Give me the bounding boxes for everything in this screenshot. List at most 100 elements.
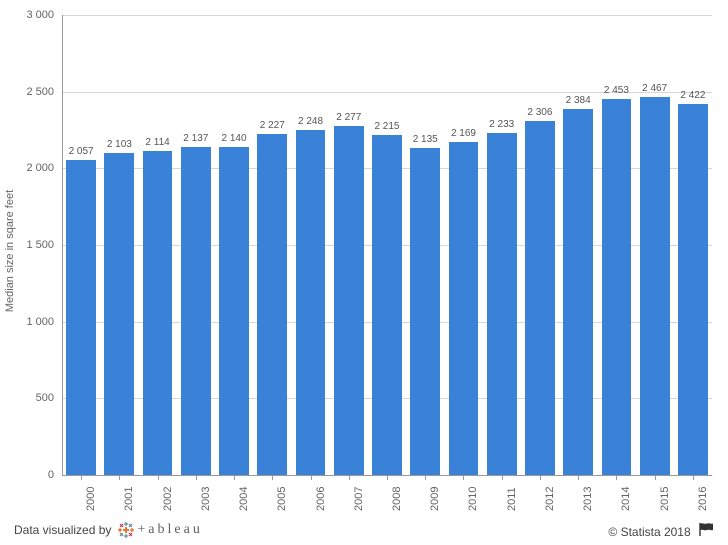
bar-slot: 2 384 [563, 15, 593, 475]
x-tick-mark [387, 475, 388, 480]
plot-area: 2 057 2 103 2 114 2 137 2 140 2 227 2 248 2 277… [62, 15, 712, 475]
y-axis: 05001 0001 5002 0002 5003 000 [0, 15, 62, 475]
x-tick-mark [196, 475, 197, 480]
x-tick-label: 2003 [200, 487, 212, 511]
tableau-wordmark: +ableau [137, 522, 202, 538]
bar-value-label: 2 215 [374, 121, 399, 132]
x-tick-label: 2007 [353, 487, 365, 511]
bar [640, 97, 670, 475]
x-tick-label: 2001 [123, 487, 135, 511]
bar-value-label: 2 103 [107, 139, 132, 150]
bar-value-label: 2 057 [69, 146, 94, 157]
bar [334, 126, 364, 475]
x-tick-mark [234, 475, 235, 480]
bar-slot: 2 137 [181, 15, 211, 475]
bar-slot: 2 233 [487, 15, 517, 475]
bar-value-label: 2 306 [527, 107, 552, 118]
x-tick-mark [272, 475, 273, 480]
bar-value-label: 2 277 [336, 112, 361, 123]
bar [219, 147, 249, 475]
x-tick-mark [425, 475, 426, 480]
visualized-by-text: Data visualized by [14, 523, 111, 537]
footer-left: Data visualized by [14, 521, 203, 539]
x-tick-mark [578, 475, 579, 480]
bar [66, 160, 96, 475]
bar [181, 147, 211, 475]
x-tick-mark [311, 475, 312, 480]
x-tick-mark [119, 475, 120, 480]
bar-value-label: 2 169 [451, 128, 476, 139]
bar [257, 134, 287, 475]
tableau-mark-icon [117, 521, 135, 539]
bar-slot: 2 467 [640, 15, 670, 475]
x-tick-mark [693, 475, 694, 480]
x-tick-mark [616, 475, 617, 480]
x-tick-label: 2013 [582, 487, 594, 511]
bar-slot: 2 277 [334, 15, 364, 475]
bar-value-label: 2 114 [145, 137, 169, 148]
y-tick-label: 1 000 [26, 316, 54, 328]
bar [525, 121, 555, 475]
x-tick-label: 2011 [506, 487, 518, 511]
x-tick-label: 2009 [429, 487, 441, 511]
x-tick-label: 2016 [697, 487, 709, 511]
y-tick-label: 2 000 [26, 162, 54, 174]
chart-footer: Data visualized by [14, 521, 714, 539]
x-tick-label: 2004 [238, 487, 250, 511]
bar [104, 153, 134, 475]
bar-slot: 2 135 [410, 15, 440, 475]
x-tick-label: 2010 [467, 487, 479, 511]
x-tick-label: 2014 [620, 487, 632, 511]
y-tick-label: 1 500 [26, 239, 54, 251]
bar-slot: 2 057 [66, 15, 96, 475]
bar-value-label: 2 140 [222, 133, 247, 144]
footer-right: © Statista 2018 [608, 522, 714, 539]
x-tick-label: 2012 [544, 487, 556, 511]
y-tick-label: 0 [48, 469, 54, 481]
bar-value-label: 2 135 [413, 134, 438, 145]
bar [296, 130, 326, 475]
bar-slot: 2 169 [449, 15, 479, 475]
x-tick-mark [158, 475, 159, 480]
bar-slot: 2 306 [525, 15, 555, 475]
bar [678, 104, 708, 475]
bar-value-label: 2 248 [298, 116, 323, 127]
bar-value-label: 2 137 [183, 133, 208, 144]
y-tick-label: 3 000 [26, 9, 54, 21]
x-tick-mark [502, 475, 503, 480]
bar-value-label: 2 422 [680, 90, 705, 101]
x-tick-label: 2002 [162, 487, 174, 511]
bar-value-label: 2 384 [566, 95, 591, 106]
bar [487, 133, 517, 475]
bar-slot: 2 453 [602, 15, 632, 475]
x-tick-mark [349, 475, 350, 480]
tableau-logo: +ableau [117, 521, 202, 539]
bar [563, 109, 593, 475]
x-tick-label: 2006 [315, 487, 327, 511]
bar-slot: 2 114 [143, 15, 173, 475]
bar-value-label: 2 453 [604, 85, 629, 96]
x-tick-mark [463, 475, 464, 480]
bar-slot: 2 215 [372, 15, 402, 475]
bar [372, 135, 402, 475]
bar [449, 142, 479, 475]
x-tick-mark [540, 475, 541, 480]
bar-value-label: 2 467 [642, 83, 667, 94]
x-tick-label: 2000 [85, 487, 97, 511]
bar-value-label: 2 233 [489, 119, 514, 130]
x-tick-label: 2015 [659, 487, 671, 511]
bars-group: 2 057 2 103 2 114 2 137 2 140 2 227 2 248 2 277… [62, 15, 712, 475]
y-tick-label: 500 [36, 392, 54, 404]
bar [602, 99, 632, 475]
bar [143, 151, 173, 475]
bar-value-label: 2 227 [260, 120, 285, 131]
x-tick-mark [81, 475, 82, 480]
x-tick-label: 2005 [276, 487, 288, 511]
bar-slot: 2 103 [104, 15, 134, 475]
copyright-text: © Statista 2018 [608, 525, 690, 539]
bar-slot: 2 422 [678, 15, 708, 475]
x-tick-label: 2008 [391, 487, 403, 511]
chart-container: Median size in sqare feet 05001 0001 500… [0, 0, 728, 545]
bar-slot: 2 227 [257, 15, 287, 475]
bar [410, 148, 440, 475]
